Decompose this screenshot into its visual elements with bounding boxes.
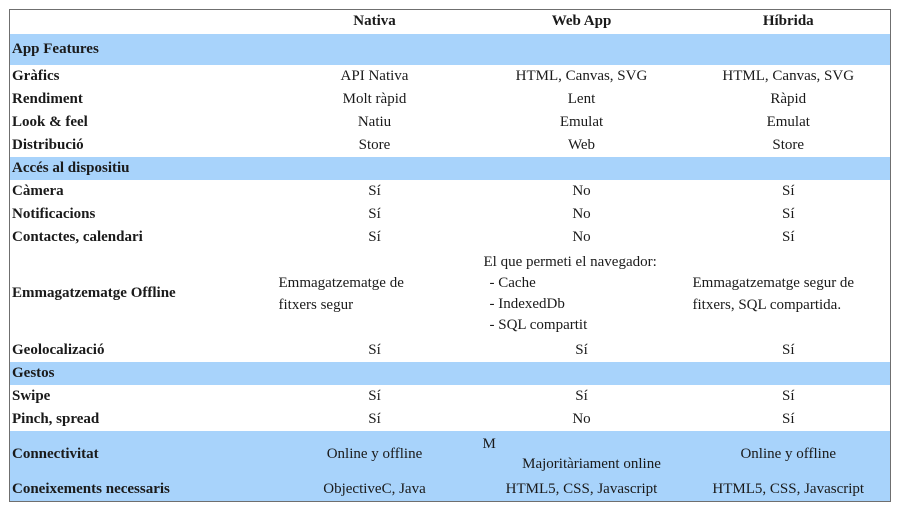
- row-label: Pinch, spread: [12, 410, 100, 427]
- cell-web: Sí: [575, 341, 588, 358]
- row-coneixements: Coneixements necessaris ObjectiveC, Java…: [9, 477, 891, 502]
- row-swipe: Swipe Sí Sí Sí: [10, 385, 891, 408]
- cell-hibrida: Store: [772, 136, 805, 153]
- header-hibrida: Híbrida: [762, 13, 814, 30]
- header-empty: [10, 10, 273, 34]
- cell-hibrida: HTML, Canvas, SVG: [722, 67, 855, 84]
- section-title: Gestos: [9, 361, 273, 385]
- cell-hibrida: Sí: [781, 205, 795, 222]
- row-pinch: Pinch, spread Sí No Sí: [10, 408, 891, 431]
- section-gestos: Gestos: [9, 361, 891, 385]
- cell-line: - IndexedDb: [489, 295, 565, 312]
- cell-web: Web: [567, 136, 596, 153]
- cell-web: HTML5, CSS, Javascript: [476, 477, 687, 502]
- header-row: Nativa Web App Híbrida: [10, 10, 891, 34]
- row-contactes: Contactes, calendari Sí No Sí: [10, 226, 891, 249]
- section-title: App Features: [9, 33, 273, 65]
- row-label: Gràfics: [12, 67, 60, 84]
- cell-nativa: ObjectiveC, Java: [272, 477, 477, 502]
- cell-line: fitxers segur: [278, 296, 354, 313]
- row-look-feel: Look & feel Natiu Emulat Emulat: [10, 111, 891, 134]
- cell-web: El que permeti el navegador: - Cache - I…: [477, 249, 687, 339]
- section-acces: Accés al dispositiu: [9, 156, 891, 180]
- comparison-table: Nativa Web App Híbrida App Features Gràf…: [9, 9, 891, 502]
- cell-web: Emulat: [559, 113, 604, 130]
- cell-nativa: Sí: [368, 341, 381, 358]
- row-grafics: Gràfics API Nativa HTML, Canvas, SVG HTM…: [10, 65, 891, 88]
- cell-web: Lent: [567, 90, 596, 107]
- row-label: Contactes, calendari: [12, 228, 143, 245]
- row-distribucio: Distribució Store Web Store: [10, 134, 891, 157]
- row-label: Geolocalizació: [12, 341, 105, 358]
- cell-web: No: [572, 410, 591, 427]
- cell-hibrida: Sí: [781, 410, 795, 427]
- row-notificacions: Notificacions Sí No Sí: [10, 203, 891, 226]
- cell-hibrida: Online y offline: [686, 430, 891, 478]
- cell-web: No: [572, 228, 591, 245]
- cell-web: HTML, Canvas, SVG: [515, 67, 648, 84]
- cell-line: Emmagatzematge de: [278, 274, 404, 291]
- cell-nativa: Emmagatzematge de fitxers segur: [273, 249, 477, 339]
- cell-hibrida: Emulat: [766, 113, 810, 130]
- row-offline: Emmagatzematge Offline Emmagatzematge de…: [10, 249, 891, 339]
- row-label: Notificacions: [12, 205, 96, 222]
- row-camera: Càmera Sí No Sí: [10, 180, 891, 203]
- row-label: Distribució: [12, 136, 84, 153]
- cell-nativa: Store: [358, 136, 391, 153]
- row-geolocalizacio: Geolocalizació Sí Sí Sí: [10, 339, 891, 362]
- cell-nativa: Online y offline: [272, 430, 477, 478]
- row-label: Look & feel: [12, 113, 88, 130]
- cell-hibrida: Sí: [781, 182, 795, 199]
- cell-hibrida: HTML5, CSS, Javascript: [686, 477, 891, 502]
- cell-line: El que permeti el navegador:: [483, 253, 657, 270]
- row-label: Càmera: [12, 182, 64, 199]
- cell-nativa: Sí: [368, 228, 381, 245]
- row-label: Emmagatzematge Offline: [12, 285, 176, 301]
- row-label: Connectivitat: [9, 430, 273, 478]
- cell-line: - Cache: [489, 274, 536, 291]
- row-label: Coneixements necessaris: [9, 477, 273, 502]
- cell-line: Majoritàriament online: [522, 456, 661, 472]
- header-webapp: Web App: [551, 13, 612, 30]
- cell-hibrida: Sí: [781, 228, 795, 245]
- row-label: Rendiment: [12, 90, 83, 107]
- cell-hibrida: Sí: [781, 341, 795, 358]
- cell-hibrida: Emmagatzematge segur de fitxers, SQL com…: [687, 249, 891, 339]
- cell-web: No: [572, 182, 591, 199]
- section-title: Accés al dispositiu: [9, 156, 273, 180]
- cell-line: M: [482, 436, 496, 452]
- cell-web: M Majoritàriament online: [476, 430, 687, 478]
- cell-nativa: Sí: [368, 205, 381, 222]
- cell-line: - SQL compartit: [489, 316, 588, 333]
- cell-nativa: Sí: [368, 387, 381, 404]
- cell-nativa: Sí: [368, 410, 381, 427]
- section-app-features: App Features: [9, 33, 891, 65]
- cell-nativa: Sí: [368, 182, 381, 199]
- cell-hibrida: Sí: [781, 387, 795, 404]
- header-nativa: Nativa: [353, 13, 396, 30]
- cell-line: fitxers, SQL compartida.: [692, 296, 842, 313]
- cell-nativa: Natiu: [357, 113, 392, 130]
- row-connectivitat: Connectivitat Online y offline M Majorit…: [9, 430, 891, 478]
- cell-web: Sí: [575, 387, 588, 404]
- cell-web: No: [572, 205, 591, 222]
- row-label: Swipe: [12, 387, 51, 404]
- cell-nativa: Molt ràpid: [342, 90, 407, 107]
- cell-hibrida: Ràpid: [770, 90, 807, 107]
- cell-nativa: API Nativa: [340, 67, 409, 84]
- row-rendiment: Rendiment Molt ràpid Lent Ràpid: [10, 88, 891, 111]
- cell-line: Emmagatzematge segur de: [692, 274, 855, 291]
